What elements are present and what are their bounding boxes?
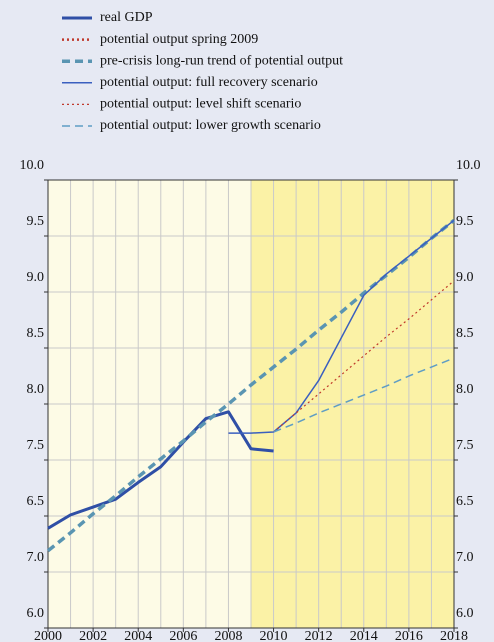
x-tick-label: 2012 — [305, 629, 333, 642]
x-tick-label: 2014 — [350, 629, 378, 642]
x-tick-label: 2008 — [214, 629, 242, 642]
y2-tick-label: 7.5 — [456, 438, 474, 453]
x-tick-label: 2000 — [34, 629, 62, 642]
y-tick-label: 8.5 — [27, 326, 45, 341]
y-tick-label: 6.0 — [27, 606, 45, 621]
legend-label: pre-crisis long-run trend of potential o… — [100, 53, 343, 68]
y-tick-label: 8.0 — [27, 382, 45, 397]
x-tick-label: 2002 — [79, 629, 107, 642]
y-tick-label: 9.0 — [27, 270, 45, 285]
series-line — [47, 410, 274, 530]
series-line — [273, 357, 455, 433]
legend-label: potential output: full recovery scenario — [100, 75, 318, 90]
legend-label: potential output: lower growth scenario — [100, 118, 321, 133]
series-line — [46, 218, 456, 553]
x-tick-label: 2016 — [395, 629, 423, 642]
plot-frame — [47, 179, 455, 629]
legend-label: real GDP — [100, 10, 153, 25]
y-tick-label: 7.0 — [27, 550, 45, 565]
y-tick-label: 9.5 — [27, 214, 45, 229]
y2-tick-label: 9.5 — [456, 214, 474, 229]
y-tick-label: 6.5 — [27, 494, 45, 509]
y2-tick-label: 9.0 — [456, 270, 474, 285]
y2-tick-label: 8.5 — [456, 326, 474, 341]
y-tick-label: 7.5 — [27, 438, 45, 453]
series-line — [273, 280, 455, 433]
y2-tick-label: 8.0 — [456, 382, 474, 397]
series-line — [228, 219, 455, 434]
y2-tick-label: 6.0 — [456, 606, 474, 621]
y2-tick-label: 6.5 — [456, 494, 474, 509]
x-tick-label: 2018 — [440, 629, 468, 642]
x-tick-label: 2004 — [124, 629, 152, 642]
legend-label: potential output: level shift scenario — [100, 97, 301, 112]
y-tick-label: 10.0 — [20, 158, 45, 173]
y2-tick-label: 10.0 — [456, 158, 481, 173]
legend-label: potential output spring 2009 — [100, 32, 258, 47]
x-tick-label: 2010 — [260, 629, 288, 642]
x-tick-label: 2006 — [169, 629, 197, 642]
y2-tick-label: 7.0 — [456, 550, 474, 565]
